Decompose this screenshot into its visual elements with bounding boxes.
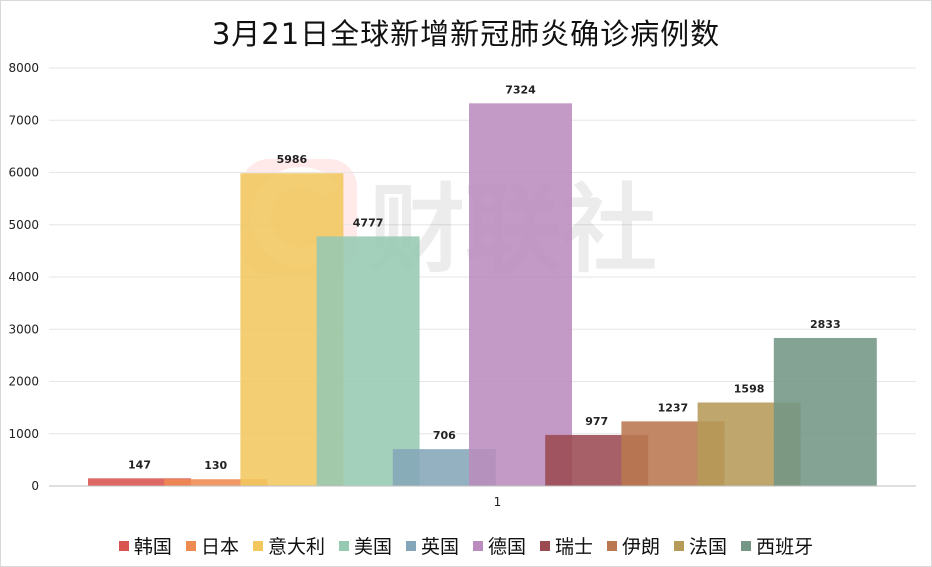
y-tick-label: 8000 xyxy=(8,61,39,75)
legend-item: 伊朗 xyxy=(607,532,660,559)
data-label: 5986 xyxy=(277,153,308,166)
legend-item: 韩国 xyxy=(118,532,172,559)
legend-label: 美国 xyxy=(353,536,392,558)
y-tick-label: 4000 xyxy=(8,270,39,284)
legend-swatch xyxy=(185,540,196,551)
legend-item: 德国 xyxy=(473,532,526,559)
legend-label: 英国 xyxy=(420,536,459,558)
legend-item: 美国 xyxy=(338,532,392,559)
legend-label: 瑞士 xyxy=(555,536,594,558)
legend: 韩国 日本 意大利 美国 英国 德国 瑞士 伊朗 法国 西班牙 xyxy=(1,532,931,559)
y-tick-label: 7000 xyxy=(8,113,39,127)
legend-label: 德国 xyxy=(488,536,527,558)
bar-4 xyxy=(316,236,420,486)
legend-label: 西班牙 xyxy=(756,536,814,558)
legend-swatch xyxy=(252,540,263,551)
data-label: 130 xyxy=(204,459,227,472)
chart-title: 3月21日全球新增新冠肺炎确诊病例数 xyxy=(211,17,721,51)
legend-swatch xyxy=(540,540,551,551)
legend-swatch xyxy=(741,540,752,551)
y-tick-label: 3000 xyxy=(8,322,39,336)
legend-swatch xyxy=(405,540,416,551)
bar-2 xyxy=(164,479,268,486)
data-label: 977 xyxy=(585,415,608,428)
legend-swatch xyxy=(607,540,618,551)
y-tick-label: 2000 xyxy=(8,375,39,389)
legend-item: 日本 xyxy=(185,532,239,559)
legend-label: 日本 xyxy=(200,536,239,558)
legend-label: 法国 xyxy=(689,536,728,558)
legend-item: 意大利 xyxy=(252,532,325,559)
legend-item: 瑞士 xyxy=(540,532,593,559)
x-tick-label: 1 xyxy=(494,495,502,509)
bars xyxy=(88,103,877,487)
bar-10 xyxy=(773,337,877,486)
y-tick-label: 0 xyxy=(31,479,39,493)
y-tick-label: 6000 xyxy=(8,166,39,180)
y-axis-ticks: 0 1000 2000 3000 4000 5000 6000 7000 8000 xyxy=(8,61,39,493)
data-label: 1598 xyxy=(734,383,765,396)
legend-item: 英国 xyxy=(405,532,459,559)
y-tick-label: 5000 xyxy=(8,218,39,232)
legend-label: 韩国 xyxy=(133,536,172,558)
bar-6 xyxy=(469,103,572,487)
data-label: 2833 xyxy=(810,318,841,331)
legend-label: 意大利 xyxy=(267,536,325,558)
legend-swatch xyxy=(473,540,483,551)
data-label: 147 xyxy=(128,458,151,471)
data-label: 1237 xyxy=(658,401,689,414)
bar-1 xyxy=(88,478,191,486)
y-tick-label: 1000 xyxy=(8,427,39,441)
data-label: 706 xyxy=(433,429,456,442)
data-labels: 147 130 5986 4777 706 7324 977 1237 1598 2833 xyxy=(128,83,841,472)
x-axis: 1 xyxy=(49,485,916,509)
legend-label: 伊朗 xyxy=(622,536,661,558)
legend-item: 法国 xyxy=(674,532,727,559)
data-label: 4777 xyxy=(353,216,384,229)
legend-swatch xyxy=(338,540,349,551)
legend-item: 西班牙 xyxy=(741,532,813,559)
data-label: 7324 xyxy=(505,83,536,96)
legend-swatch xyxy=(674,540,685,551)
legend-swatch xyxy=(118,540,129,551)
